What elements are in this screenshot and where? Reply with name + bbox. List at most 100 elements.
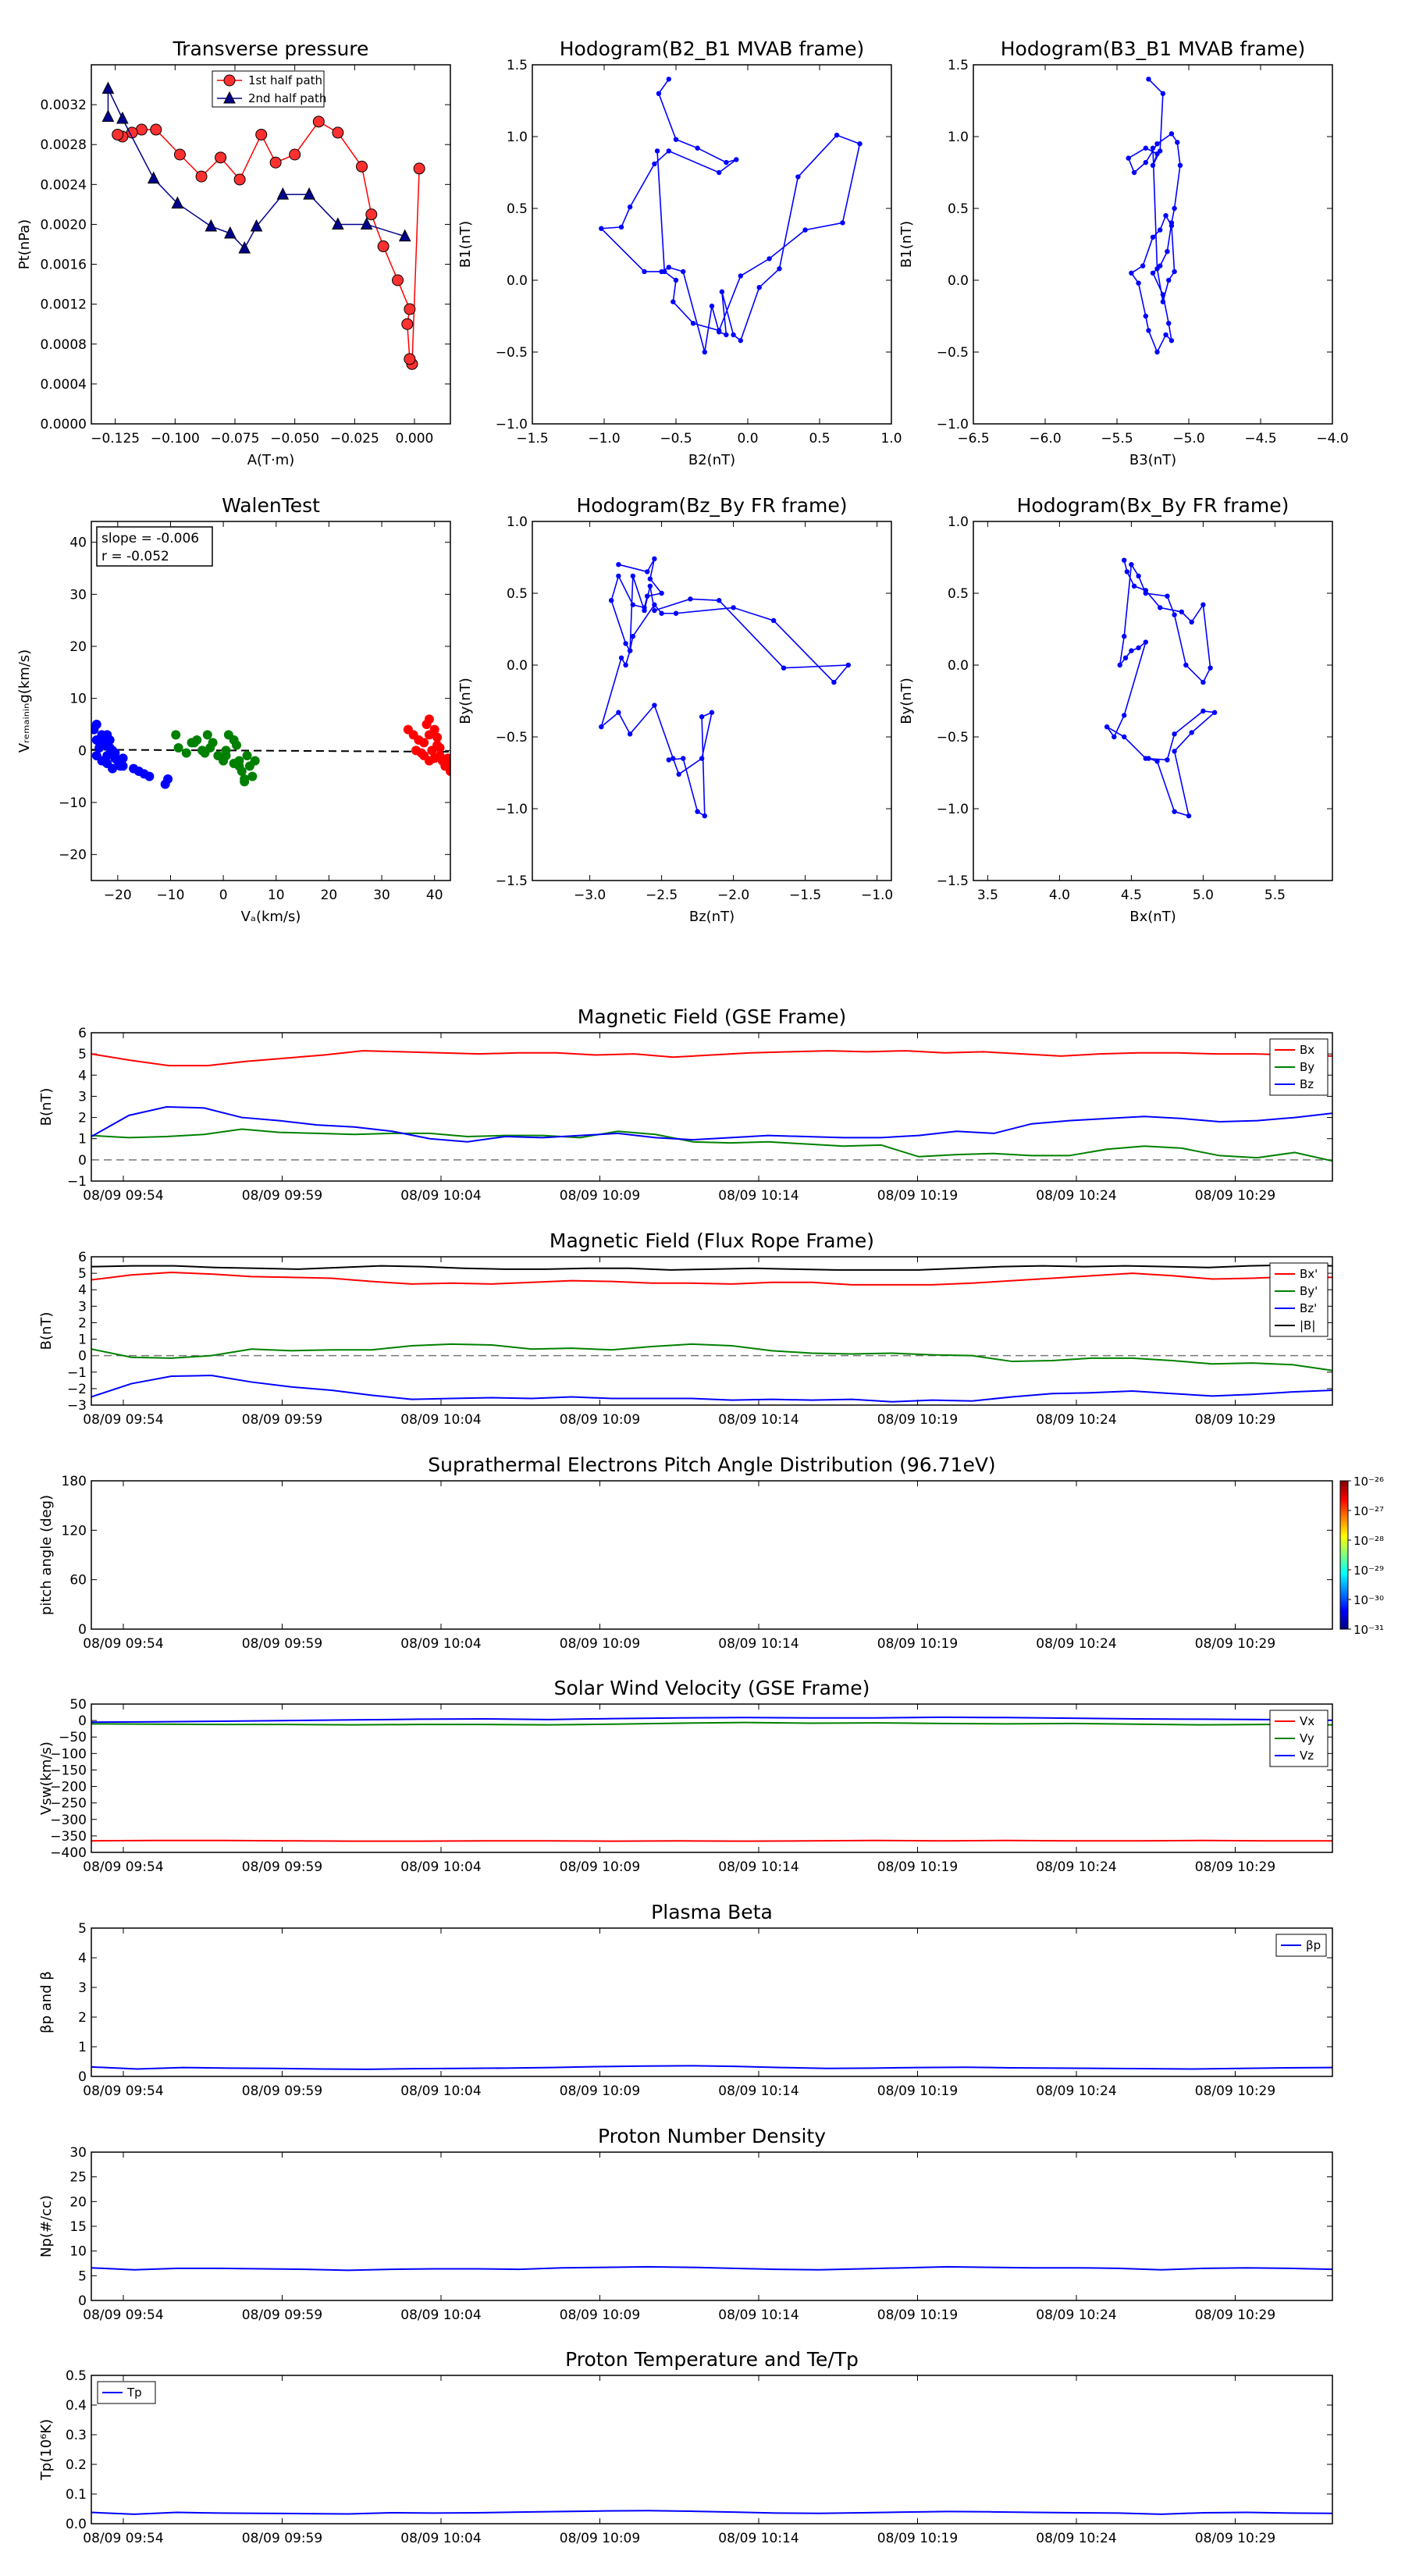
stats-annotation: slope = -0.006 r = -0.052 bbox=[96, 526, 213, 567]
y-tick-label: 30 bbox=[69, 587, 87, 603]
y-tick-label: 10 bbox=[69, 2244, 87, 2260]
data-point bbox=[724, 159, 729, 165]
y-tick-label: 0 bbox=[78, 743, 87, 759]
data-point bbox=[205, 219, 218, 232]
x-tick-label: 08/09 10:19 bbox=[877, 1188, 958, 1204]
plot-area bbox=[91, 2265, 1332, 2272]
plot-frame bbox=[91, 521, 451, 881]
data-point bbox=[681, 269, 686, 275]
data-point bbox=[181, 748, 191, 758]
data-point bbox=[215, 151, 227, 164]
data-point bbox=[398, 229, 411, 242]
x-tick-label: 08/09 09:59 bbox=[242, 2531, 322, 2546]
data-point bbox=[224, 226, 237, 239]
data-point bbox=[404, 303, 416, 315]
data-point bbox=[102, 730, 112, 740]
plot-area bbox=[91, 1050, 1332, 1162]
data-point bbox=[276, 187, 290, 200]
data-point bbox=[652, 602, 657, 607]
x-tick-label: −0.125 bbox=[91, 431, 140, 447]
data-point bbox=[1150, 145, 1156, 151]
data-point bbox=[429, 753, 439, 763]
legend-label: Tp bbox=[126, 2386, 142, 2400]
data-point bbox=[673, 277, 679, 283]
x-tick-label: 0.5 bbox=[809, 431, 830, 447]
legend: Bx By Bz bbox=[1269, 1038, 1329, 1096]
plot-frame bbox=[532, 521, 892, 881]
x-tick-label: −20 bbox=[104, 888, 132, 903]
series-line-Bz' bbox=[91, 1374, 1332, 1403]
panel-plasma-beta: Plasma Beta 0 1 2 3 4 5 08/09 09:54 08/09 09:59 0… bbox=[38, 1901, 1333, 2099]
data-point bbox=[731, 332, 736, 338]
y-tick-label: 0.0 bbox=[507, 658, 528, 674]
data-point bbox=[690, 321, 696, 326]
fit-line bbox=[91, 749, 450, 753]
x-tick-label: 08/09 10:19 bbox=[877, 1859, 958, 1875]
data-point bbox=[144, 771, 155, 781]
y-tick-label: 0.5 bbox=[507, 201, 528, 217]
x-tick-label: 08/09 10:04 bbox=[400, 2083, 481, 2099]
data-point bbox=[627, 731, 633, 737]
x-tick-label: 08/09 10:09 bbox=[560, 1188, 640, 1204]
x-tick-label: 08/09 09:54 bbox=[83, 1636, 163, 1652]
data-point bbox=[1150, 162, 1156, 168]
legend: βp bbox=[1275, 1934, 1327, 1957]
y-tick-label: 0.0028 bbox=[41, 137, 87, 153]
data-point bbox=[795, 174, 801, 180]
y-tick-label: −2 bbox=[67, 1382, 87, 1397]
data-point bbox=[233, 173, 246, 186]
y-tick-label: −1.0 bbox=[937, 417, 969, 432]
y-tick-label: 0.0 bbox=[507, 273, 528, 289]
data-point bbox=[1136, 645, 1141, 651]
y-tick-label: 20 bbox=[69, 639, 87, 655]
data-point bbox=[1158, 227, 1163, 233]
x-tick-label: 08/09 10:19 bbox=[877, 2531, 958, 2546]
data-point bbox=[1143, 313, 1149, 319]
y-tick-label: 4 bbox=[78, 1283, 87, 1298]
data-point bbox=[1172, 205, 1177, 212]
data-point bbox=[413, 162, 425, 175]
data-point bbox=[709, 710, 715, 715]
y-tick-label: −1.0 bbox=[496, 802, 528, 817]
x-tick-label: 08/09 09:54 bbox=[83, 2083, 163, 2099]
data-point bbox=[627, 204, 633, 210]
x-tick-label: 08/09 10:14 bbox=[718, 1636, 799, 1652]
data-point bbox=[1189, 730, 1194, 735]
data-point bbox=[1183, 662, 1189, 668]
chart-title: Proton Number Density bbox=[598, 2125, 826, 2147]
plot-frame bbox=[973, 64, 1333, 425]
plot-frame bbox=[91, 2375, 1333, 2524]
data-point bbox=[702, 349, 707, 355]
y-tick-label: 0.3 bbox=[66, 2428, 87, 2443]
chart-title: Hodogram(B2_B1 MVAB frame) bbox=[560, 37, 865, 60]
data-point bbox=[229, 759, 239, 768]
x-tick-label: 08/09 10:09 bbox=[560, 1412, 640, 1428]
x-tick-label: 08/09 09:59 bbox=[242, 2083, 322, 2099]
x-tick-label: 10 bbox=[268, 888, 285, 903]
data-point bbox=[666, 265, 671, 270]
series-line-|B| bbox=[91, 1264, 1332, 1271]
panel-pitch-angle: Suprathermal Electrons Pitch Angle Distr… bbox=[38, 1453, 1384, 1652]
legend-label: By' bbox=[1300, 1284, 1318, 1298]
data-point bbox=[645, 593, 650, 599]
x-axis-label: B3(nT) bbox=[1129, 452, 1176, 468]
y-tick-label: 0.0020 bbox=[41, 217, 87, 233]
series-line-Bz bbox=[91, 1105, 1332, 1143]
y-tick-label: 0.0012 bbox=[41, 297, 87, 313]
y-tick-label: 2 bbox=[78, 1111, 87, 1126]
y-tick-label: 5 bbox=[78, 1266, 87, 1282]
data-point bbox=[676, 771, 681, 777]
legend-label: Vy bbox=[1300, 1731, 1314, 1745]
y-tick-label: −0.5 bbox=[496, 730, 528, 745]
data-point bbox=[392, 274, 404, 286]
data-point bbox=[424, 714, 434, 724]
data-point bbox=[738, 273, 743, 279]
data-point bbox=[1122, 557, 1127, 563]
legend-label: Vx bbox=[1300, 1714, 1314, 1728]
x-tick-label: 08/09 09:59 bbox=[242, 1636, 322, 1652]
plot-area bbox=[599, 556, 852, 819]
y-tick-label: 0 bbox=[78, 1349, 87, 1364]
x-tick-label: 08/09 10:04 bbox=[400, 2307, 481, 2323]
y-tick-label: 0.0000 bbox=[41, 417, 87, 432]
x-tick-label: 08/09 10:04 bbox=[400, 1188, 481, 1204]
